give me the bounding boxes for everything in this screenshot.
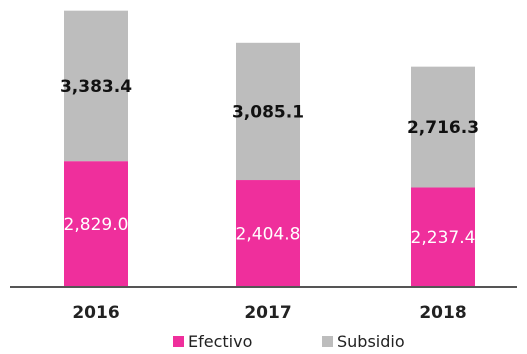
data-label-efectivo-2017: 2,404.8 <box>236 225 301 245</box>
legend: Efectivo Subsidio <box>173 332 405 351</box>
bars-layer: 2,829.0 3,383.4 2,404.8 3,085.1 2,237.4 2,716… <box>60 10 479 287</box>
bar-subsidio-2017 <box>236 42 300 181</box>
bar-efectivo-2018 <box>411 187 475 287</box>
data-label-subsidio-2017: 3,085.1 <box>232 102 304 122</box>
legend-label-efectivo: Efectivo <box>188 332 252 351</box>
data-label-subsidio-2016: 3,383.4 <box>60 77 132 97</box>
data-label-subsidio-2018: 2,716.3 <box>407 118 479 138</box>
legend-label-subsidio: Subsidio <box>337 332 405 351</box>
bar-subsidio-2018 <box>411 66 475 188</box>
data-label-efectivo-2018: 2,237.4 <box>411 228 476 248</box>
bar-subsidio-2016 <box>64 10 128 162</box>
x-tick-label-2018: 2018 <box>419 303 466 323</box>
bar-efectivo-2017 <box>236 180 300 287</box>
legend-swatch-subsidio <box>322 336 333 347</box>
x-tick-labels: 2016 2017 2018 <box>72 303 466 323</box>
bar-efectivo-2016 <box>64 161 128 287</box>
data-label-efectivo-2016: 2,829.0 <box>64 215 129 235</box>
x-tick-label-2016: 2016 <box>72 303 119 323</box>
legend-swatch-efectivo <box>173 336 184 347</box>
x-tick-label-2017: 2017 <box>244 303 291 323</box>
